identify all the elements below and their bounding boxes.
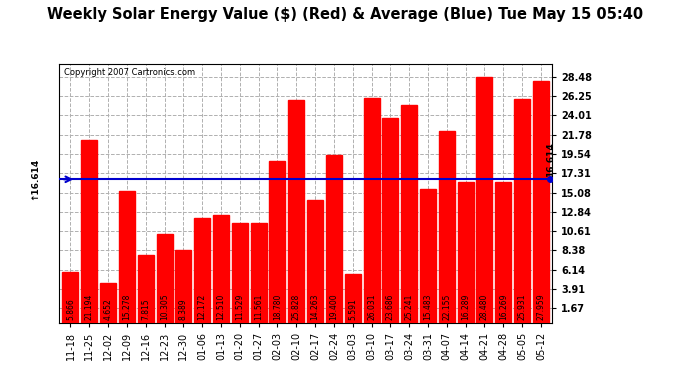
Bar — [175, 250, 191, 323]
Text: 25.241: 25.241 — [404, 294, 414, 320]
Text: 28.480: 28.480 — [480, 294, 489, 320]
Bar — [213, 215, 229, 323]
Text: 15.483: 15.483 — [424, 294, 433, 320]
Text: 14.263: 14.263 — [310, 294, 319, 320]
Text: 15.278: 15.278 — [122, 294, 131, 320]
Text: 5.866: 5.866 — [66, 298, 75, 320]
Text: 7.815: 7.815 — [141, 298, 150, 320]
Bar — [270, 160, 286, 323]
Bar — [382, 118, 398, 323]
Bar — [81, 140, 97, 323]
Text: Copyright 2007 Cartronics.com: Copyright 2007 Cartronics.com — [64, 68, 195, 76]
Text: Weekly Solar Energy Value ($) (Red) & Average (Blue) Tue May 15 05:40: Weekly Solar Energy Value ($) (Red) & Av… — [47, 8, 643, 22]
Bar — [533, 81, 549, 323]
Bar — [100, 283, 116, 323]
Bar — [420, 189, 436, 323]
Text: ↑16.614: ↑16.614 — [30, 158, 39, 200]
Bar — [307, 200, 323, 323]
Text: 10.305: 10.305 — [160, 294, 169, 320]
Bar — [364, 98, 380, 323]
Bar — [157, 234, 172, 323]
Text: 12.172: 12.172 — [198, 294, 207, 320]
Bar — [119, 191, 135, 323]
Bar — [63, 272, 79, 323]
Bar — [514, 99, 530, 323]
Bar — [495, 182, 511, 323]
Text: 26.031: 26.031 — [367, 294, 376, 320]
Text: 25.828: 25.828 — [292, 294, 301, 320]
Text: 16.269: 16.269 — [499, 294, 508, 320]
Text: 19.400: 19.400 — [329, 294, 338, 320]
Bar — [457, 182, 473, 323]
Text: 18.780: 18.780 — [273, 294, 282, 320]
Bar — [194, 217, 210, 323]
Bar — [476, 77, 493, 323]
Text: 5.591: 5.591 — [348, 298, 357, 320]
Bar — [250, 223, 266, 323]
Bar — [401, 105, 417, 323]
Bar — [439, 132, 455, 323]
Text: 22.155: 22.155 — [442, 294, 451, 320]
Bar — [326, 155, 342, 323]
Text: 8.389: 8.389 — [179, 298, 188, 320]
Bar — [232, 223, 248, 323]
Bar — [138, 255, 154, 323]
Text: 12.510: 12.510 — [217, 294, 226, 320]
Text: 4.652: 4.652 — [104, 298, 112, 320]
Text: 21.194: 21.194 — [85, 294, 94, 320]
Text: 23.686: 23.686 — [386, 294, 395, 320]
Text: 16.289: 16.289 — [461, 294, 470, 320]
Text: 25.931: 25.931 — [518, 294, 526, 320]
Text: 11.529: 11.529 — [235, 294, 244, 320]
Text: 11.561: 11.561 — [254, 294, 263, 320]
Bar — [288, 100, 304, 323]
Bar — [345, 274, 361, 323]
Text: 16.614: 16.614 — [546, 142, 555, 177]
Text: 27.959: 27.959 — [536, 294, 545, 320]
